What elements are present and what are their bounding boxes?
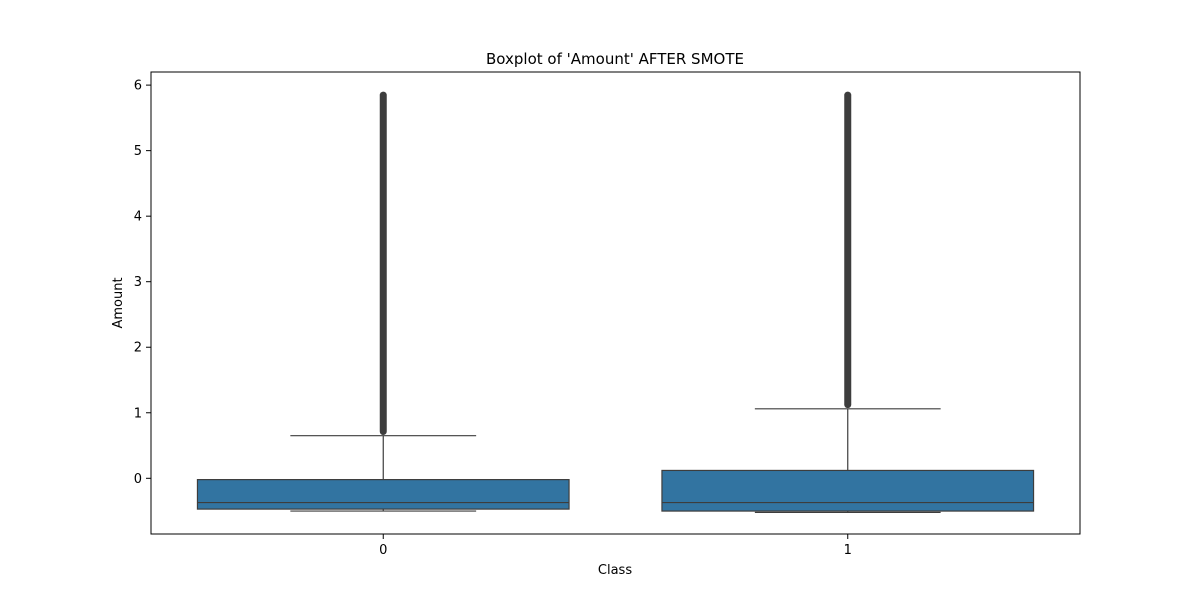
box-group-class-1	[661, 91, 1035, 513]
y-axis-label: Amount	[111, 277, 126, 328]
y-tick-label: 4	[134, 210, 142, 225]
y-tick-label: 5	[134, 144, 142, 159]
y-tick-label: 2	[134, 341, 142, 356]
x-tick-label: 0	[379, 543, 387, 558]
box-iqr	[196, 479, 570, 510]
y-tick-label: 3	[134, 275, 142, 290]
box-iqr	[661, 469, 1035, 512]
x-axis-label: Class	[598, 563, 632, 578]
box-group-class-0	[196, 91, 570, 512]
plot-frame	[150, 71, 1081, 535]
y-axis: 0 1 2 3 4 5 6	[134, 79, 151, 487]
x-tick-label: 1	[844, 543, 852, 558]
chart-title: Boxplot of 'Amount' AFTER SMOTE	[486, 50, 744, 68]
y-tick-label: 6	[134, 79, 142, 94]
y-tick-label: 1	[134, 406, 142, 421]
outlier-points	[844, 91, 852, 409]
plot-area	[196, 91, 1035, 513]
y-tick-label: 0	[134, 472, 142, 487]
outlier-points	[379, 91, 387, 436]
